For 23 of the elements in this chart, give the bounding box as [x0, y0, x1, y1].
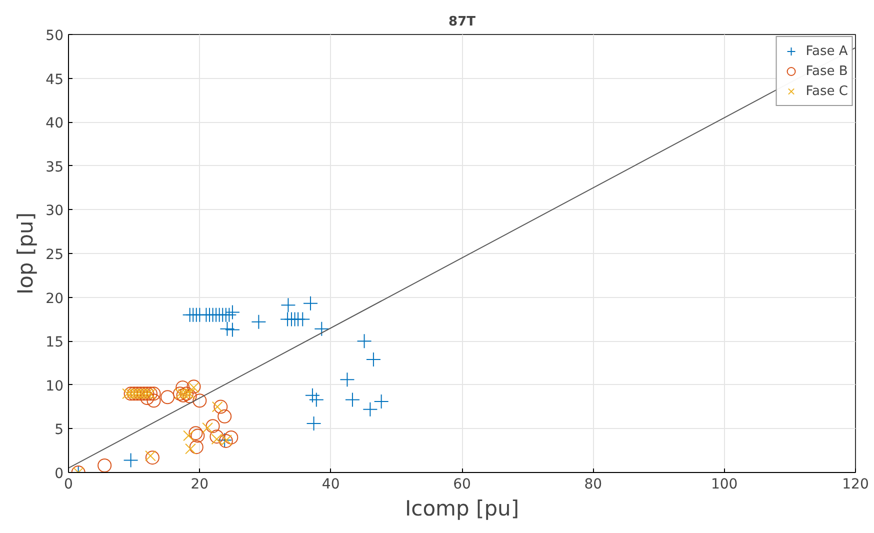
- y-tick-label: 0: [54, 466, 64, 482]
- y-tick-label: 20: [46, 290, 64, 307]
- y-tick-label: 30: [46, 203, 64, 220]
- x-tick-label: 60: [453, 476, 471, 492]
- x-axis-title: Icomp [pu]: [404, 496, 520, 520]
- y-tick-label: 5: [54, 422, 64, 438]
- x-tick-label: 80: [584, 476, 602, 492]
- y-axis-title: Iop [pu]: [14, 212, 38, 295]
- x-tick-label: 120: [842, 476, 869, 492]
- legend-label: Fase A: [806, 44, 848, 58]
- x-tick-label: 40: [322, 476, 340, 492]
- x-tick-label: 20: [190, 476, 209, 492]
- y-tick-label: 45: [46, 72, 64, 88]
- y-tick-label: 15: [46, 334, 64, 351]
- y-tick-label: 50: [46, 28, 64, 44]
- y-tick-label: 35: [46, 159, 64, 176]
- legend-label: Fase B: [806, 64, 848, 78]
- legend-label: Fase C: [806, 84, 848, 98]
- y-tick-label: 25: [46, 247, 64, 263]
- y-tick-label: 40: [46, 116, 64, 132]
- y-tick-label: 10: [46, 378, 64, 394]
- x-tick-label: 100: [710, 476, 738, 492]
- chart-title: 87T: [448, 14, 476, 30]
